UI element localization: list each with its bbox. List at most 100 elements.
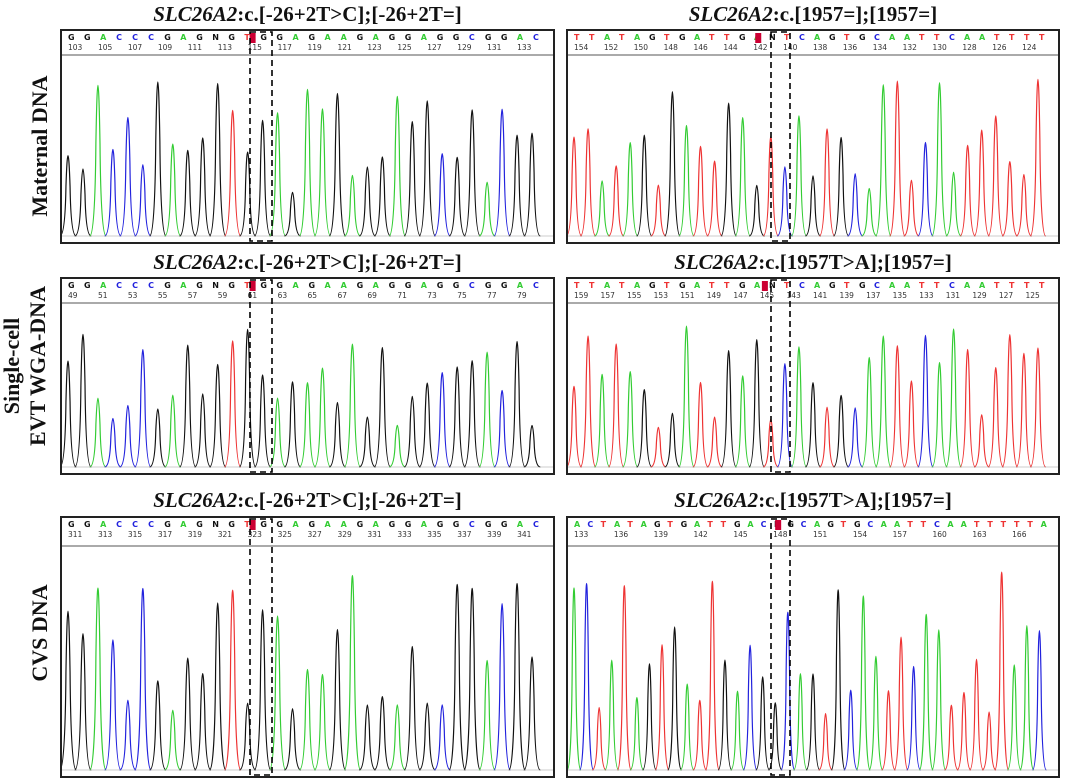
base-call: C — [761, 520, 767, 529]
base-call: G — [405, 33, 412, 42]
trace-peak — [889, 345, 906, 468]
base-call: A — [979, 33, 986, 42]
position-tick: 107 — [128, 43, 143, 52]
base-call: G — [68, 520, 75, 529]
trace-peak — [1001, 334, 1019, 468]
base-call: G — [196, 520, 203, 529]
trace-peak — [945, 328, 962, 468]
trace-peak — [194, 393, 212, 468]
base-call: G — [405, 520, 412, 529]
base-call: C — [949, 281, 955, 290]
trace-peak — [790, 115, 808, 237]
base-call: A — [341, 520, 348, 529]
trace-peak — [388, 704, 406, 771]
base-call: A — [641, 520, 648, 529]
base-call: A — [574, 520, 581, 529]
base-call: A — [889, 281, 896, 290]
gene-name: SLC26A2 — [674, 488, 759, 512]
trace-peak — [62, 360, 77, 468]
base-call: G — [276, 520, 283, 529]
variant-highlight-box — [770, 31, 791, 242]
trace-peak — [62, 611, 77, 771]
base-call: G — [649, 33, 656, 42]
trace-peak — [418, 702, 436, 771]
trace-peak — [818, 712, 833, 771]
trace-peak — [104, 148, 122, 237]
position-tick: 123 — [367, 43, 382, 52]
base-call: C — [949, 33, 955, 42]
trace-peak — [717, 659, 733, 771]
base-call: T — [921, 520, 927, 529]
trace-peak — [283, 381, 302, 468]
trace-peak — [343, 575, 362, 771]
trace-peak — [918, 614, 934, 771]
base-call: G — [309, 33, 316, 42]
trace-peak — [818, 128, 836, 237]
base-call: A — [373, 520, 380, 529]
trace-peak — [313, 367, 332, 468]
base-call: G — [164, 520, 171, 529]
trace-peak — [194, 137, 212, 237]
base-call: G — [196, 281, 203, 290]
base-call: N — [212, 33, 219, 42]
trace-peak — [508, 134, 526, 237]
row-label-single-cell: Single-cell EVT WGA-DNA — [0, 271, 51, 461]
base-call: T — [841, 520, 847, 529]
base-call: G — [859, 281, 866, 290]
base-call: C — [132, 520, 138, 529]
position-tick: 137 — [866, 291, 881, 300]
trace-peak — [313, 673, 332, 771]
row-label-text: CVS DNA — [27, 584, 52, 682]
position-tick: 119 — [308, 43, 323, 52]
base-call: T — [1027, 520, 1033, 529]
base-call: G — [276, 33, 283, 42]
base-call: G — [68, 281, 75, 290]
base-call: A — [904, 33, 911, 42]
position-tick: 143 — [786, 291, 801, 300]
position-tick: 121 — [337, 43, 352, 52]
base-call: A — [421, 33, 428, 42]
base-call: C — [799, 33, 805, 42]
base-call: G — [827, 520, 834, 529]
base-call: T — [709, 33, 715, 42]
chromatogram-evt-1957: T T A T A G T G A T T G A N T C A G T G C A A T T C A A T T T T 159 157 15… — [566, 277, 1060, 475]
variant-notation: :c.[-26+2T>C];[-26+2T=] — [237, 2, 462, 26]
trace-peak — [448, 366, 466, 468]
base-call: A — [180, 281, 187, 290]
trace-peak — [208, 602, 227, 771]
base-call: T — [574, 33, 580, 42]
position-tick: 131 — [946, 291, 961, 300]
variant-notation: :c.[1957=];[1957=] — [772, 2, 938, 26]
base-call: G — [309, 520, 316, 529]
position-tick: 125 — [397, 43, 412, 52]
position-tick: 132 — [903, 43, 918, 52]
trace-peak — [179, 657, 197, 771]
base-call: C — [533, 281, 539, 290]
trace-peak — [448, 583, 467, 771]
position-tick: 149 — [707, 291, 722, 300]
panel-title: SLC26A2:c.[-26+2T>C];[-26+2T=] — [60, 488, 555, 513]
position-tick: 331 — [367, 530, 382, 539]
position-tick: 109 — [158, 43, 173, 52]
trace-peak — [678, 325, 695, 468]
trace-peak — [164, 143, 182, 237]
trace-peak — [917, 141, 934, 237]
position-tick: 139 — [654, 530, 669, 539]
base-call: N — [769, 33, 776, 42]
trace-peak — [223, 109, 242, 237]
position-tick: 339 — [487, 530, 502, 539]
base-call: G — [84, 520, 91, 529]
base-call: G — [260, 33, 267, 42]
trace-peak — [253, 120, 272, 237]
position-tick: 126 — [992, 43, 1007, 52]
base-call: A — [979, 281, 986, 290]
trace-peak — [328, 629, 347, 771]
variant-highlight-box — [770, 279, 791, 473]
base-call: G — [389, 520, 396, 529]
base-call: A — [292, 520, 299, 529]
base-call: C — [116, 520, 122, 529]
position-tick: 63 — [278, 291, 288, 300]
position-tick: 130 — [933, 43, 948, 52]
trace-peak — [568, 136, 583, 237]
trace-peak — [805, 673, 821, 771]
